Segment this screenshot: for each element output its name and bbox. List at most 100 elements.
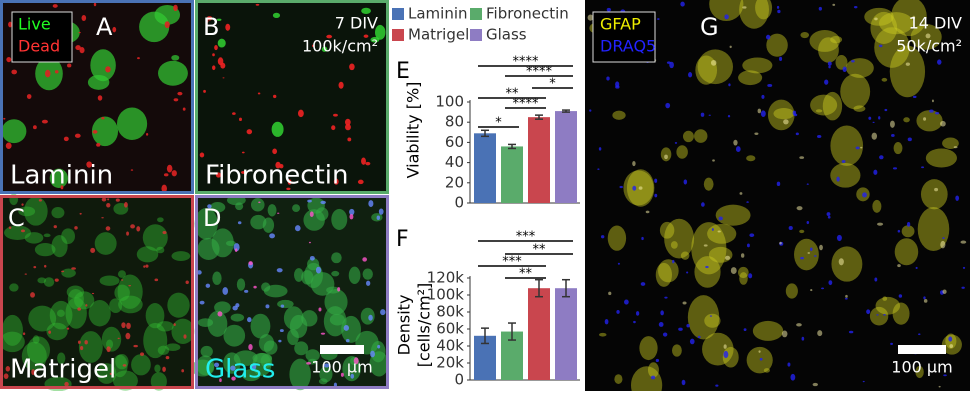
- cell: [105, 66, 111, 73]
- cell: [881, 77, 888, 82]
- cell: [171, 54, 180, 61]
- cell: [308, 241, 311, 244]
- cell: [807, 252, 811, 254]
- cell: [700, 112, 705, 117]
- cell: [691, 222, 727, 275]
- cell: [738, 70, 763, 86]
- panel-label: D: [203, 204, 221, 232]
- cell: [368, 200, 374, 207]
- cell: [872, 121, 875, 124]
- cell: [18, 206, 36, 217]
- cell: [272, 148, 278, 155]
- cell: [799, 229, 805, 234]
- cell: [114, 284, 130, 301]
- cell: [236, 278, 246, 291]
- cell: [60, 185, 64, 190]
- cell: [921, 166, 925, 169]
- cell: [686, 323, 690, 328]
- cell: [238, 117, 242, 122]
- cell: [587, 14, 594, 21]
- cell: [79, 212, 82, 215]
- cell: [655, 262, 672, 287]
- y-tick-label: 80: [445, 113, 464, 131]
- cell: [161, 184, 167, 193]
- cell: [915, 266, 918, 270]
- cell: [84, 340, 88, 345]
- y-tick-label: 0: [454, 194, 464, 212]
- cell: [57, 352, 66, 365]
- cell: [831, 246, 863, 282]
- cell: [320, 332, 326, 335]
- significance-label: ****: [526, 65, 553, 80]
- cell: [709, 315, 713, 317]
- cell: [674, 141, 678, 144]
- cell: [680, 251, 690, 260]
- cell: [303, 209, 325, 231]
- cell: [217, 311, 223, 317]
- cell: [916, 110, 943, 132]
- cell: [22, 332, 26, 336]
- cell: [130, 224, 135, 229]
- cell: [338, 81, 344, 89]
- cell: [320, 200, 326, 205]
- significance-label: ***: [502, 255, 522, 270]
- cell: [639, 336, 658, 361]
- cell: [759, 357, 763, 361]
- cell: [3, 117, 6, 120]
- cell: [214, 362, 220, 368]
- cell: [74, 291, 95, 310]
- cell: [767, 99, 795, 131]
- cell: [871, 132, 878, 140]
- y-tick-label: 120k: [427, 269, 465, 287]
- cell: [250, 198, 265, 212]
- y-tick-label: 20k: [436, 354, 464, 372]
- cell: [890, 342, 893, 345]
- cell: [140, 352, 145, 356]
- cell: [46, 322, 68, 341]
- cell: [37, 277, 47, 284]
- cell: [818, 6, 823, 11]
- cell: [600, 235, 605, 239]
- cell: [783, 119, 789, 125]
- cell: [61, 270, 65, 273]
- cell: [318, 307, 322, 312]
- cell: [682, 130, 694, 143]
- cell: [345, 118, 351, 126]
- cell: [121, 322, 126, 329]
- cell: [743, 328, 747, 332]
- cell: [660, 310, 664, 316]
- cell: [276, 268, 283, 273]
- cell: [822, 91, 843, 121]
- cell: [840, 73, 871, 110]
- cell: [126, 322, 131, 329]
- cell: [940, 120, 946, 127]
- cell: [349, 63, 355, 71]
- cell: [864, 7, 894, 26]
- cell: [671, 344, 682, 357]
- cell: [655, 358, 660, 363]
- cell: [206, 16, 213, 21]
- cell: [703, 177, 714, 191]
- cell: [641, 236, 644, 241]
- cell: [21, 203, 24, 206]
- cell: [862, 380, 865, 383]
- cell: [903, 117, 910, 123]
- cell: [115, 198, 120, 202]
- cell: [746, 201, 749, 203]
- cell: [883, 314, 886, 316]
- cell: [250, 313, 271, 339]
- cell: [776, 5, 780, 9]
- cell: [632, 160, 636, 167]
- cell: [763, 368, 770, 373]
- cell: [257, 92, 261, 95]
- cell: [380, 309, 386, 316]
- cell: [889, 45, 926, 98]
- scale-bar: [898, 345, 946, 354]
- cell: [923, 296, 926, 300]
- cell: [345, 339, 350, 343]
- cell: [92, 130, 98, 134]
- cell: [800, 256, 804, 260]
- cell: [884, 108, 888, 112]
- cell: [765, 34, 771, 40]
- cell: [247, 317, 252, 323]
